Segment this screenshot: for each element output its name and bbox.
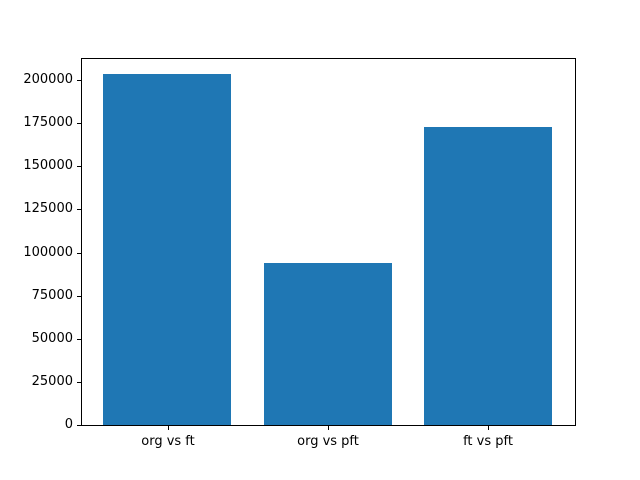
x-tick-mark (328, 426, 329, 430)
y-tick-mark (77, 166, 81, 167)
y-tick-label: 175000 (23, 115, 73, 130)
y-tick-label: 100000 (23, 245, 73, 260)
x-tick-label: org vs ft (141, 434, 195, 449)
y-tick-mark (77, 296, 81, 297)
y-tick-label: 25000 (31, 374, 73, 389)
y-tick-label: 200000 (23, 72, 73, 87)
y-tick-label: 0 (64, 417, 73, 432)
bar-1 (103, 74, 231, 425)
x-tick-mark (168, 426, 169, 430)
x-tick-label: ft vs pft (463, 434, 513, 449)
y-tick-label: 75000 (31, 288, 73, 303)
y-tick-mark (77, 80, 81, 81)
y-tick-label: 50000 (31, 331, 73, 346)
y-tick-label: 125000 (23, 201, 73, 216)
bar-2 (264, 263, 392, 425)
y-tick-mark (77, 425, 81, 426)
bar-3 (424, 127, 552, 425)
y-tick-mark (77, 253, 81, 254)
x-tick-label: org vs pft (297, 434, 359, 449)
x-tick-mark (488, 426, 489, 430)
y-tick-mark (77, 382, 81, 383)
y-tick-label: 150000 (23, 158, 73, 173)
plot-area (81, 58, 576, 426)
y-tick-mark (77, 209, 81, 210)
y-tick-mark (77, 339, 81, 340)
y-tick-mark (77, 123, 81, 124)
